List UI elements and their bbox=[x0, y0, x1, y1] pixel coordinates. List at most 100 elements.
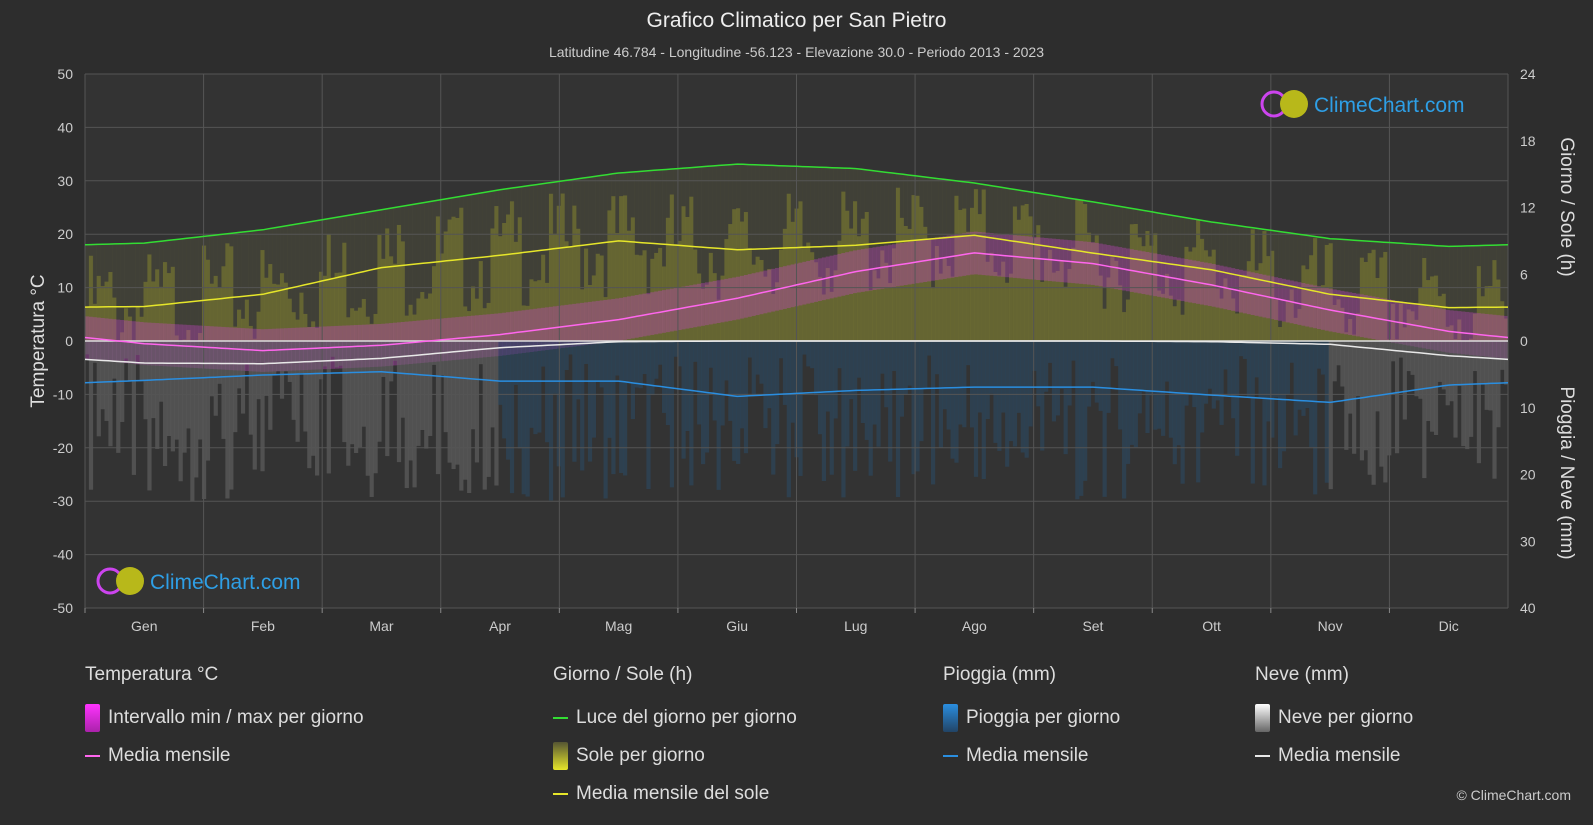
sun-day-bar bbox=[665, 217, 671, 341]
sun-day-bar bbox=[1250, 229, 1255, 341]
snow-day-bar bbox=[233, 341, 238, 433]
rain-day-bar bbox=[1129, 341, 1135, 445]
rain-day-bar bbox=[829, 341, 834, 475]
rain-day-bar bbox=[1270, 341, 1275, 438]
x-tick-label: Nov bbox=[1318, 618, 1343, 634]
rain-day-bar bbox=[603, 341, 608, 499]
sun-day-bar bbox=[541, 254, 546, 341]
sun-day-bar bbox=[1024, 204, 1029, 341]
rain-day-bar bbox=[665, 341, 671, 426]
rain-day-bar bbox=[969, 341, 975, 428]
sun-day-bar bbox=[1118, 285, 1123, 341]
sun-day-bar bbox=[1313, 238, 1318, 341]
snow-day-bar bbox=[1363, 341, 1368, 451]
rain-day-bar bbox=[533, 341, 538, 435]
daylight-day-bar bbox=[416, 203, 421, 341]
sun-day-bar bbox=[338, 272, 343, 341]
daylight-day-bar bbox=[182, 238, 187, 341]
sun-day-bar bbox=[708, 252, 713, 341]
rain-day-bar bbox=[1149, 341, 1154, 396]
rain-day-bar bbox=[810, 341, 815, 369]
snow-day-bar bbox=[112, 341, 117, 379]
sun-day-bar bbox=[1500, 301, 1505, 341]
snow-day-bar bbox=[283, 341, 289, 372]
sun-day-bar bbox=[782, 228, 788, 341]
sun-day-bar bbox=[396, 224, 402, 341]
snow-day-bar bbox=[1422, 341, 1427, 479]
rain-day-bar bbox=[876, 341, 881, 447]
sun-day-bar bbox=[1215, 288, 1220, 341]
sun-day-bar bbox=[272, 283, 277, 341]
sun-day-bar bbox=[837, 240, 842, 341]
rain-day-bar bbox=[1301, 341, 1306, 416]
snow-day-bar bbox=[373, 341, 378, 474]
sun-day-bar bbox=[474, 298, 480, 341]
y-left-tick-label: -40 bbox=[53, 547, 73, 563]
rain-day-bar bbox=[650, 341, 655, 396]
daylight-day-bar bbox=[424, 202, 429, 341]
rain-day-bar bbox=[786, 341, 791, 498]
snow-day-bar bbox=[252, 341, 257, 470]
snow-day-bar bbox=[385, 341, 390, 457]
rain-day-bar bbox=[572, 341, 577, 462]
sun-day-bar bbox=[1301, 265, 1306, 341]
snow-day-bar bbox=[311, 341, 316, 456]
rain-day-bar bbox=[658, 341, 663, 365]
sun-day-bar bbox=[767, 268, 772, 341]
rain-day-bar bbox=[623, 341, 628, 476]
snow-day-bar bbox=[1379, 341, 1384, 467]
snow-mean-swatch bbox=[1255, 755, 1270, 757]
daylight-day-bar bbox=[1125, 207, 1131, 341]
rain-day-bar bbox=[966, 341, 971, 366]
rain-day-bar bbox=[825, 341, 830, 412]
sun-day-bar bbox=[1129, 224, 1135, 341]
sun-day-bar bbox=[1008, 273, 1014, 341]
sun-day-bar bbox=[1437, 296, 1443, 341]
sun-day-bar bbox=[1137, 237, 1142, 341]
snow-day-bar bbox=[459, 341, 464, 491]
rain-day-bar bbox=[833, 341, 838, 419]
rain-day-bar bbox=[942, 341, 947, 410]
rain-day-bar bbox=[689, 341, 694, 486]
snow-day-bar bbox=[443, 341, 448, 433]
sun-day-bar bbox=[92, 303, 97, 341]
daylight-day-bar bbox=[1235, 225, 1240, 341]
rain-day-bar bbox=[509, 341, 515, 494]
series-line bbox=[84, 370, 1509, 404]
sun-day-bar bbox=[1277, 327, 1283, 341]
daylight-day-bar bbox=[92, 244, 97, 341]
sun-day-bar bbox=[1332, 304, 1337, 341]
snow-day-bar bbox=[217, 341, 222, 384]
daylight-day-bar bbox=[1355, 240, 1361, 341]
daylight-day-bar bbox=[759, 165, 764, 341]
sun-day-bar bbox=[642, 250, 647, 341]
sun-day-bar bbox=[923, 226, 928, 341]
legend-title: Neve (mm) bbox=[1255, 664, 1349, 685]
sun-day-bar bbox=[482, 308, 487, 341]
legend-label: Luce del giorno per giorno bbox=[576, 707, 797, 728]
y-left-tick-label: -50 bbox=[53, 600, 73, 616]
sun-day-bar bbox=[256, 311, 261, 341]
snow-day-bar bbox=[244, 341, 250, 365]
sun-day-bar bbox=[1367, 253, 1372, 341]
rain-day-bar bbox=[775, 341, 780, 445]
snow-day-bar bbox=[299, 341, 304, 374]
sun-day-bar bbox=[342, 242, 347, 341]
sun-day-bar bbox=[135, 306, 140, 341]
rain-day-bar bbox=[849, 341, 854, 400]
snow-day-bar bbox=[85, 341, 90, 355]
snow-day-bar bbox=[486, 341, 491, 477]
snow-day-bar bbox=[326, 341, 331, 474]
daylight-day-bar bbox=[1480, 245, 1485, 341]
rain-day-bar bbox=[685, 341, 690, 432]
rain-day-bar bbox=[1102, 341, 1107, 497]
daylight-day-bar bbox=[198, 236, 203, 341]
sun-day-bar bbox=[1164, 273, 1170, 341]
sun-day-bar bbox=[966, 231, 971, 341]
sun-day-bar bbox=[1098, 275, 1103, 341]
sun-day-bar bbox=[416, 298, 421, 341]
daylight-day-bar bbox=[361, 212, 367, 341]
climate-chart: 50 40 30 20 10 0 -10 -20 -30 -40 -50 24 18 12 6 0 10 20 30… bbox=[28, 66, 1577, 634]
snow-day-bar bbox=[428, 341, 433, 436]
sun-day-bar bbox=[478, 261, 483, 341]
